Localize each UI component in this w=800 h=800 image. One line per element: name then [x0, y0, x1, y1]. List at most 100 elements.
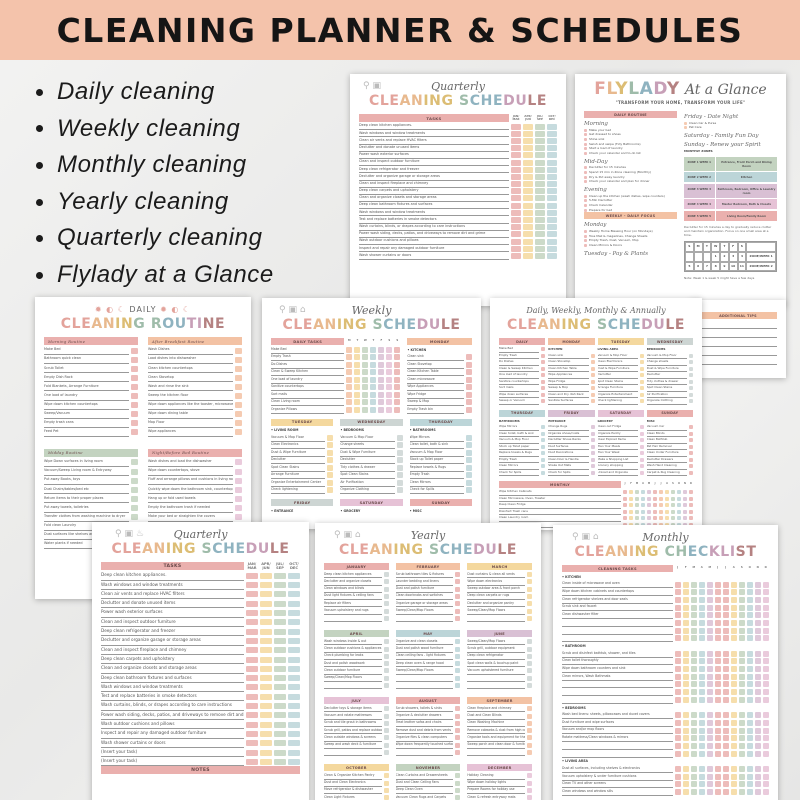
- checkbox[interactable]: [623, 509, 627, 514]
- checkbox[interactable]: [584, 203, 587, 207]
- checkbox[interactable]: [674, 666, 681, 673]
- checkbox[interactable]: [131, 393, 138, 400]
- checkbox[interactable]: [738, 773, 745, 780]
- checkbox[interactable]: [674, 596, 681, 603]
- checkbox[interactable]: [647, 496, 651, 501]
- checkbox[interactable]: [535, 152, 545, 159]
- checkbox[interactable]: [455, 608, 461, 614]
- checkbox[interactable]: [690, 727, 697, 734]
- checkbox[interactable]: [590, 360, 595, 365]
- checkbox[interactable]: [746, 735, 753, 742]
- checkbox[interactable]: [346, 406, 353, 413]
- checkbox[interactable]: [746, 696, 753, 703]
- checkbox[interactable]: [730, 658, 737, 665]
- checkbox[interactable]: [386, 361, 393, 368]
- checkbox[interactable]: [762, 612, 769, 619]
- checkbox[interactable]: [639, 392, 644, 397]
- checkbox[interactable]: [383, 773, 389, 779]
- checkbox[interactable]: [690, 712, 697, 719]
- checkbox[interactable]: [722, 696, 729, 703]
- checkbox[interactable]: [690, 612, 697, 619]
- checkbox[interactable]: [511, 188, 521, 195]
- checkbox[interactable]: [682, 658, 689, 665]
- checkbox[interactable]: [288, 656, 300, 663]
- checkbox[interactable]: [541, 379, 546, 384]
- checkbox[interactable]: [523, 181, 533, 188]
- checkbox[interactable]: [455, 735, 461, 741]
- checkbox[interactable]: [722, 635, 729, 642]
- checkbox[interactable]: [547, 123, 557, 130]
- checkbox[interactable]: [674, 750, 681, 757]
- checkbox[interactable]: [706, 789, 713, 796]
- checkbox[interactable]: [665, 509, 669, 514]
- checkbox[interactable]: [706, 719, 713, 726]
- checkbox[interactable]: [682, 596, 689, 603]
- checkbox[interactable]: [623, 503, 627, 508]
- checkbox[interactable]: [584, 137, 587, 141]
- checkbox[interactable]: [730, 719, 737, 726]
- checkbox[interactable]: [541, 353, 546, 358]
- checkbox[interactable]: [394, 369, 401, 376]
- checkbox[interactable]: [730, 712, 737, 719]
- checkbox[interactable]: [674, 712, 681, 719]
- checkbox[interactable]: [730, 612, 737, 619]
- checkbox[interactable]: [738, 673, 745, 680]
- checkbox[interactable]: [639, 438, 644, 443]
- checkbox[interactable]: [722, 666, 729, 673]
- checkbox[interactable]: [674, 673, 681, 680]
- checkbox[interactable]: [659, 490, 663, 495]
- checkbox[interactable]: [722, 612, 729, 619]
- checkbox[interactable]: [746, 627, 753, 634]
- checkbox[interactable]: [706, 750, 713, 757]
- checkbox[interactable]: [665, 503, 669, 508]
- checkbox[interactable]: [584, 175, 587, 179]
- checkbox[interactable]: [511, 152, 521, 159]
- checkbox[interactable]: [511, 195, 521, 202]
- checkbox[interactable]: [659, 522, 663, 527]
- checkbox[interactable]: [674, 735, 681, 742]
- checkbox[interactable]: [547, 173, 557, 180]
- checkbox[interactable]: [246, 730, 258, 737]
- checkbox[interactable]: [690, 658, 697, 665]
- checkbox[interactable]: [396, 472, 403, 479]
- checkbox[interactable]: [746, 681, 753, 688]
- checkbox[interactable]: [674, 612, 681, 619]
- checkbox[interactable]: [584, 234, 587, 238]
- checkbox[interactable]: [370, 391, 377, 398]
- checkbox[interactable]: [526, 780, 532, 786]
- checkbox[interactable]: [465, 434, 472, 441]
- checkbox[interactable]: [370, 399, 377, 406]
- checkbox[interactable]: [754, 627, 761, 634]
- checkbox[interactable]: [235, 514, 242, 521]
- checkbox[interactable]: [714, 596, 721, 603]
- checkbox[interactable]: [671, 516, 675, 521]
- checkbox[interactable]: [683, 516, 687, 521]
- checkbox[interactable]: [754, 581, 761, 588]
- checkbox[interactable]: [246, 582, 258, 589]
- checkbox[interactable]: [235, 402, 242, 409]
- checkbox[interactable]: [590, 470, 595, 475]
- checkbox[interactable]: [690, 627, 697, 634]
- checkbox[interactable]: [274, 619, 286, 626]
- checkbox[interactable]: [641, 509, 645, 514]
- checkbox[interactable]: [698, 627, 705, 634]
- checkbox[interactable]: [738, 666, 745, 673]
- checkbox[interactable]: [677, 490, 681, 495]
- checkbox[interactable]: [260, 712, 272, 719]
- checkbox[interactable]: [762, 781, 769, 788]
- checkbox[interactable]: [346, 391, 353, 398]
- checkbox[interactable]: [754, 719, 761, 726]
- checkbox[interactable]: [383, 615, 389, 621]
- checkbox[interactable]: [327, 487, 334, 494]
- checkbox[interactable]: [689, 470, 693, 475]
- checkbox[interactable]: [674, 696, 681, 703]
- checkbox[interactable]: [288, 749, 300, 756]
- checkbox[interactable]: [730, 635, 737, 642]
- checkbox[interactable]: [547, 130, 557, 137]
- checkbox[interactable]: [523, 252, 533, 259]
- checkbox[interactable]: [714, 696, 721, 703]
- checkbox[interactable]: [682, 696, 689, 703]
- checkbox[interactable]: [541, 392, 546, 397]
- checkbox[interactable]: [762, 619, 769, 626]
- checkbox[interactable]: [738, 589, 745, 596]
